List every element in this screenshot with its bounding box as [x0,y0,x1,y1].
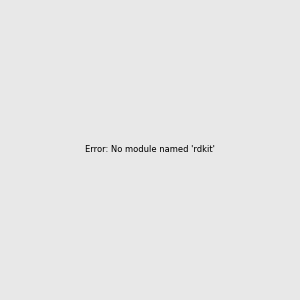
Text: Error: No module named 'rdkit': Error: No module named 'rdkit' [85,146,215,154]
